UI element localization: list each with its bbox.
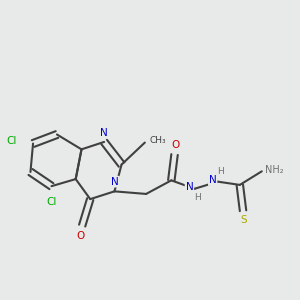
Text: Cl: Cl <box>46 197 57 207</box>
Text: N: N <box>209 175 217 185</box>
Text: N: N <box>185 182 193 192</box>
Text: O: O <box>171 140 179 150</box>
Text: Cl: Cl <box>6 136 16 146</box>
Text: N: N <box>111 177 119 187</box>
Text: CH₃: CH₃ <box>150 136 166 146</box>
Text: O: O <box>76 231 85 241</box>
Text: NH₂: NH₂ <box>265 165 283 175</box>
Text: H: H <box>194 193 200 202</box>
Text: S: S <box>241 215 247 225</box>
Text: N: N <box>100 128 107 138</box>
Text: H: H <box>217 167 224 176</box>
